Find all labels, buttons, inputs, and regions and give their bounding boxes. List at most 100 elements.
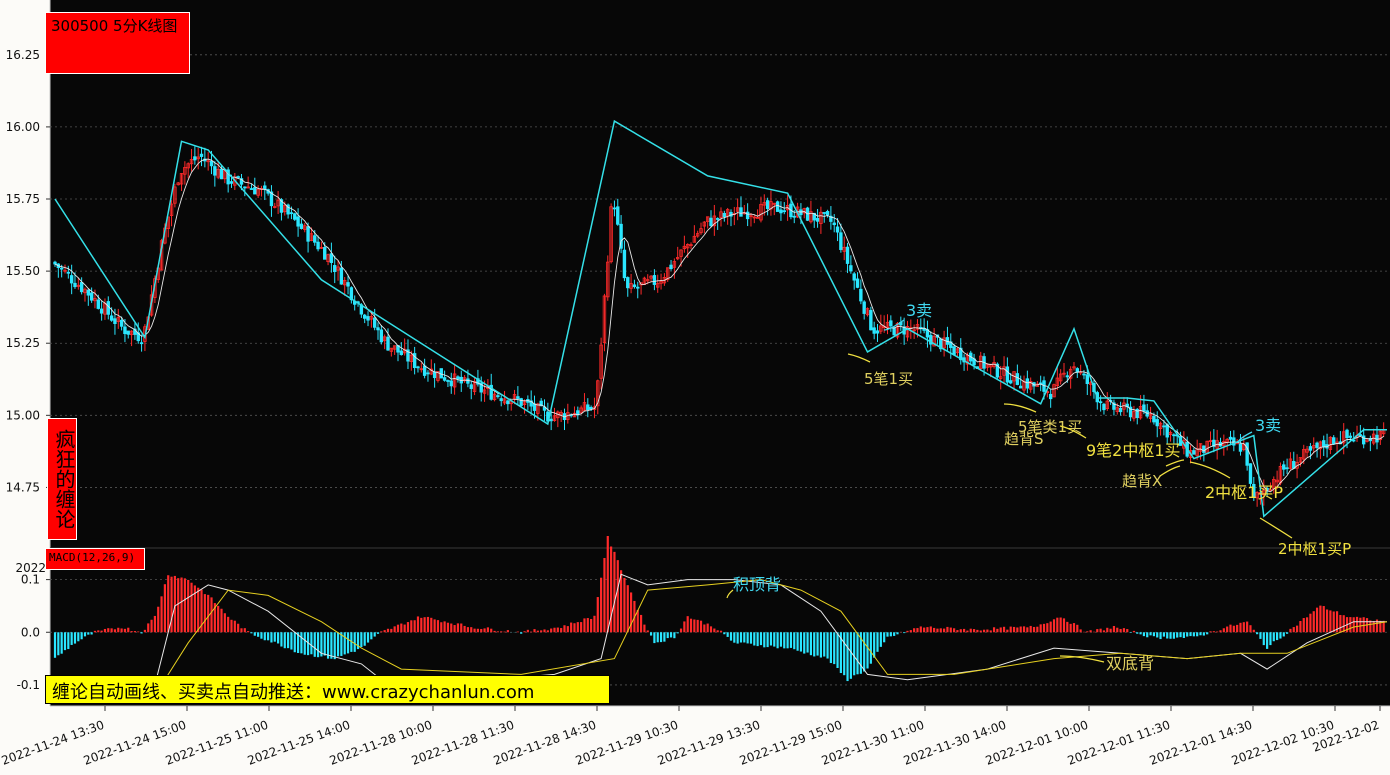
candle-body [139,342,144,345]
candle-body [775,201,780,212]
candle-body [589,406,593,410]
candle-body [239,178,244,185]
candle-body [253,187,257,195]
candle-body [895,322,900,338]
candle-body [442,377,447,381]
candle-body [952,346,956,355]
candle-body [772,202,776,205]
candle-body [429,368,433,375]
candle-body [735,207,740,212]
candle-body [1285,467,1289,470]
candle-body [999,376,1003,379]
candle-body [686,244,690,249]
candle-body [406,349,410,362]
candle-body [502,398,507,404]
candle-body [1282,464,1286,470]
candle-body [186,163,190,169]
candle-body [959,347,963,361]
line-overlays [54,119,1387,518]
candle-body [689,244,693,247]
candle-body [1315,442,1319,448]
candle-body [1322,440,1326,448]
candle-body [1072,366,1076,369]
candle-body [1228,436,1233,440]
candle-body [606,261,610,298]
candle-body [699,228,703,234]
promo-banner: 缠论自动画线、买卖点自动推送：www.crazychanlun.com [45,675,610,704]
price-tick-label: 15.00 [6,408,40,422]
candle-body [869,310,873,331]
candle-body [169,203,174,216]
candle-body [1028,381,1033,390]
price-tick-label: 15.50 [6,264,40,278]
candle-body [636,286,640,289]
candle-body [489,384,493,400]
candle-body [632,284,637,288]
candle-body [472,381,477,392]
candle-body [176,182,180,186]
candle-body [416,366,420,369]
candle-body [96,299,100,309]
side-label: 疯狂的缠论 [47,418,77,540]
candle-body [822,212,826,214]
candle-body [1015,373,1020,385]
candle-body [692,235,697,243]
candle-body [343,280,347,286]
candle-body [389,347,394,352]
candle-body [309,233,314,241]
candle-body [849,265,853,272]
candle-body [219,168,224,180]
candle-body [119,319,124,327]
macd-annotation-label: 积顶背 [733,575,781,594]
candle-body [1052,384,1056,398]
candle-body [126,330,130,335]
candle-body [622,249,627,279]
candle-body [1198,443,1203,452]
candle-body [549,418,553,422]
candle-body [649,275,653,279]
candle-body [1082,373,1086,376]
candle-body [1238,443,1243,452]
candle-body [1162,425,1166,428]
candle-body [1268,489,1273,491]
candle-body [506,400,510,405]
candle-body [765,200,770,209]
candle-body [1365,439,1369,442]
candle-body [885,321,890,329]
candle-body [116,317,120,322]
candle-body [1025,378,1030,389]
candle-body [676,257,680,260]
candle-body [522,401,527,405]
candle-body [1168,432,1173,436]
candle-body [496,395,500,398]
candle-body [412,353,417,368]
candle-body [1348,435,1353,438]
candle-body [586,404,590,411]
candle-body [639,282,643,286]
candle-body [516,396,520,399]
candle-body [1102,403,1106,411]
macd-dea-line [154,579,1388,696]
candle-body [1055,377,1060,387]
macd-extra-tick-label: 2022 [15,561,46,575]
candle-body [362,314,367,319]
candle-body [1135,408,1139,419]
chart-title: 300500 5分K线图 [45,12,190,74]
candle-body [1302,449,1306,460]
candle-body [1068,368,1073,379]
candle-body [229,181,234,184]
candle-body [99,308,104,314]
macd-tick-label: -0.1 [17,678,40,692]
candle-body [213,166,217,176]
candle-body [709,217,713,227]
candle-body [855,278,860,288]
candle-body [532,403,537,411]
candle-body [1252,483,1256,497]
candle-body [612,207,617,210]
candle-body [1242,444,1246,451]
candle-body [1192,450,1196,455]
annotation-arrow [1165,459,1185,467]
candle-body [1098,401,1103,404]
